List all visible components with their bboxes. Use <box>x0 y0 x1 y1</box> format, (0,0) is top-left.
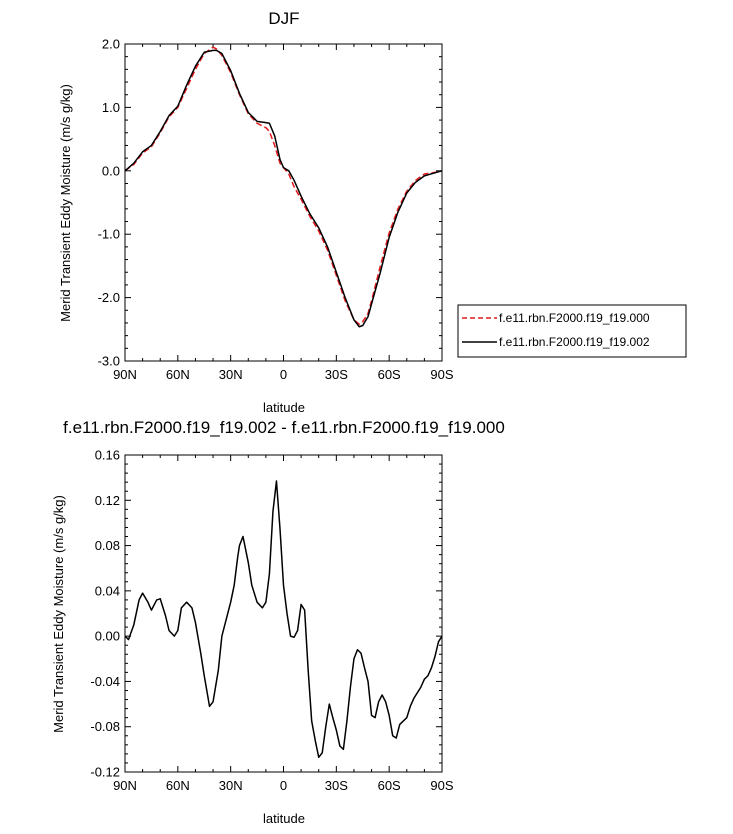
bottom-chart-ytick-label: 0.04 <box>95 583 120 598</box>
bottom-chart-xtick-label: 60S <box>378 778 401 793</box>
bottom-chart-plot-frame <box>124 454 443 773</box>
bottom-chart-xtick-label: 90N <box>113 778 137 793</box>
top-chart-ytick-label: 1.0 <box>102 100 120 115</box>
bottom-chart-xtick-label: 60N <box>166 778 190 793</box>
bottom-chart-ytick-label: 0.16 <box>95 448 120 463</box>
legend-label-series-0: f.e11.rbn.F2000.f19_f19.000 <box>499 311 650 325</box>
top-chart-plot-frame <box>124 43 443 362</box>
bottom-chart: f.e11.rbn.F2000.f19_f19.002 - f.e11.rbn.… <box>51 418 505 826</box>
bottom-chart-title: f.e11.rbn.F2000.f19_f19.002 - f.e11.rbn.… <box>63 418 505 437</box>
bottom-chart-xtick-label: 90S <box>430 778 453 793</box>
top-chart-xtick-label: 30S <box>325 367 348 382</box>
bottom-chart-xtick-label: 0 <box>280 778 287 793</box>
top-chart-ytick-label: -1.0 <box>98 227 120 242</box>
top-chart-xtick-label: 60S <box>378 367 401 382</box>
top-chart-ytick-label: -2.0 <box>98 290 120 305</box>
bottom-chart-ytick-label: -0.08 <box>90 719 120 734</box>
top-chart-series-0-line <box>124 46 443 325</box>
bottom-chart-ytick-label: -0.04 <box>90 674 120 689</box>
top-chart-xtick-label: 0 <box>280 367 287 382</box>
bottom-chart-ytick-label: 0.00 <box>95 629 120 644</box>
bottom-chart-ylabel: Merid Transient Eddy Moisture (m/s g/kg) <box>51 495 66 733</box>
bottom-chart-xtick-label: 30N <box>219 778 243 793</box>
top-chart-title: DJF <box>268 9 299 28</box>
bottom-chart-xlabel: latitude <box>263 811 305 826</box>
bottom-chart-ticks-layer: 90N 60N 30N 0 30S 60S 90S 0.16 0.12 0.08 0.04 0.00 -… <box>90 448 454 794</box>
legend: f.e11.rbn.F2000.f19_f19.000 f.e11.rbn.F2… <box>457 304 687 358</box>
bottom-chart-xtick-label: 30S <box>325 778 348 793</box>
bottom-chart-ytick-label: 0.12 <box>95 493 120 508</box>
top-chart-xlabel: latitude <box>263 400 305 415</box>
bottom-chart-series-layer <box>124 480 443 759</box>
legend-label-series-1: f.e11.rbn.F2000.f19_f19.002 <box>499 335 650 349</box>
bottom-chart-ytick-label: 0.08 <box>95 538 120 553</box>
top-chart-ticks-layer: 90N 60N 30N 0 30S 60S 90S 2.0 1.0 0.0 -1.0 -2.0 -3.0 <box>98 37 454 383</box>
top-chart-ytick-label: 2.0 <box>102 37 120 52</box>
top-chart-xtick-label: 30N <box>219 367 243 382</box>
top-chart-ytick-label: 0.0 <box>102 163 120 178</box>
top-chart-xtick-label: 60N <box>166 367 190 382</box>
top-chart-ylabel: Merid Transient Eddy Moisture (m/s g/kg) <box>58 84 73 322</box>
top-chart-xtick-label: 90N <box>113 367 137 382</box>
legend-box <box>457 304 687 358</box>
bottom-chart-ytick-label: -0.12 <box>90 765 120 780</box>
bottom-chart-series-0-line <box>124 480 443 759</box>
top-chart: DJF Merid Transient Eddy Moisture (m/s g… <box>58 9 454 415</box>
top-chart-series-1-line <box>124 49 443 328</box>
top-chart-ytick-label: -3.0 <box>98 354 120 369</box>
top-chart-series-layer <box>124 46 443 328</box>
top-chart-xtick-label: 90S <box>430 367 453 382</box>
